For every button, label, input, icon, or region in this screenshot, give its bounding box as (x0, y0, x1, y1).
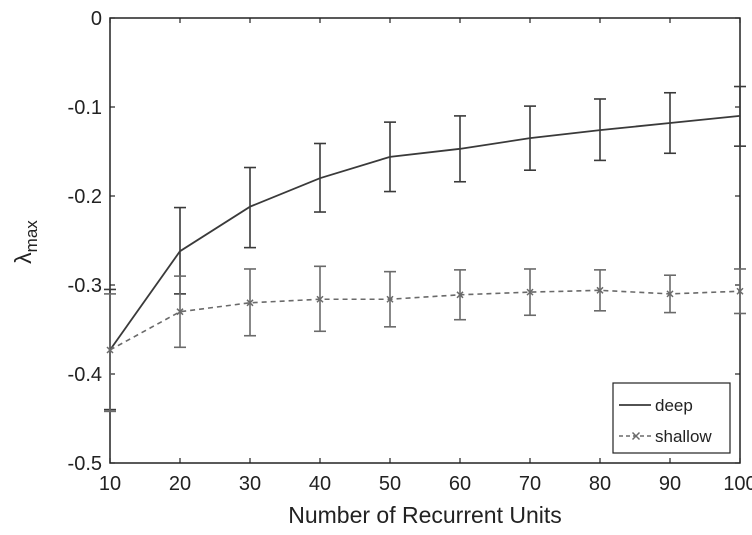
x-tick-label-8: 90 (659, 473, 681, 495)
x-tick-label-2: 30 (239, 473, 261, 495)
x-tick-label-4: 50 (379, 473, 401, 495)
marker-shallow-9 (736, 287, 744, 295)
series-lines (109, 115, 741, 351)
y-axis-title: λmax (10, 220, 41, 264)
y-axis: 0 -0.1 -0.2 -0.3 -0.4 -0.5 (68, 8, 740, 475)
marker-shallow-2 (246, 299, 254, 307)
legend-shallow-marker (631, 431, 641, 441)
legend-shallow-label: shallow (655, 427, 712, 446)
y-tick-label-3: -0.3 (68, 275, 102, 297)
x-tick-label-3: 40 (309, 473, 331, 495)
marker-shallow-7 (596, 286, 604, 294)
y-axis-title-sub: max (22, 220, 41, 253)
marker-shallow-6 (526, 288, 534, 296)
marker-shallow-8 (666, 290, 674, 298)
legend: deep shallow (612, 382, 731, 454)
x-tick-label-5: 60 (449, 473, 471, 495)
y-tick-label-1: -0.1 (68, 97, 102, 119)
y-tick-label-0: 0 (91, 8, 102, 30)
x-tick-label-6: 70 (519, 473, 541, 495)
marker-shallow-5 (456, 291, 464, 299)
marker-shallow-4 (386, 295, 394, 303)
y-tick-label-2: -0.2 (68, 186, 102, 208)
series-line-shallow (109, 289, 741, 351)
marker-shallow-3 (316, 295, 324, 303)
y-axis-title-main: λ (10, 252, 36, 264)
x-tick-label-1: 20 (169, 473, 191, 495)
series-line-deep (109, 115, 741, 351)
x-axis: 10 20 30 40 50 60 70 80 90 100 (99, 18, 752, 495)
legend-box (612, 382, 731, 454)
y-tick-label-5: -0.5 (68, 453, 102, 475)
series-markers (106, 286, 744, 354)
y-tick-label-4: -0.4 (68, 364, 102, 386)
x-axis-title: Number of Recurrent Units (288, 502, 562, 528)
marker-shallow-0 (106, 346, 114, 354)
x-tick-label-0: 10 (99, 473, 121, 495)
marker-shallow-1 (176, 308, 184, 316)
x-tick-label-7: 80 (589, 473, 611, 495)
x-tick-label-9: 100 (723, 473, 752, 495)
legend-deep-label: deep (655, 396, 693, 415)
